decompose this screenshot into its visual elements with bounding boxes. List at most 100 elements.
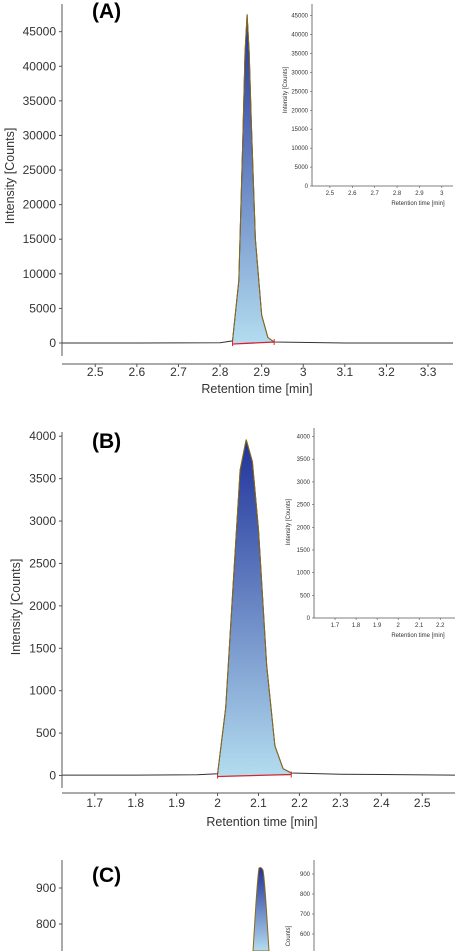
peak-outline	[232, 14, 275, 343]
inset-y-tick-label: 35000	[291, 51, 308, 57]
y-tick-label: 1500	[29, 641, 56, 655]
y-tick-label: 40000	[23, 59, 57, 73]
inset-y-tick-label: 2000	[297, 525, 311, 531]
x-tick-label: 1.9	[168, 796, 185, 810]
panel-a-series	[62, 14, 453, 347]
panel-b-y-axis-title: Intensity [Counts]	[9, 559, 23, 656]
inset-x-tick-label: 2.9	[415, 191, 424, 197]
inset-y-tick-label: 700	[300, 912, 311, 918]
inset-x-tick-label: 2	[397, 623, 401, 629]
panel-c-inset-y-ticks: 500600700800900	[300, 872, 314, 938]
y-tick-label: 20000	[23, 198, 57, 212]
panel-a-y-ticks: 0 5000 10000 15000 20000 25000 30000 35000 40000…	[23, 25, 62, 350]
y-tick-label: 0	[49, 336, 56, 350]
inset-y-tick-label: 2500	[297, 503, 311, 509]
x-tick-label: 2.4	[373, 796, 390, 810]
panel-b-inset-x-title: Retention time [min]	[391, 633, 445, 639]
panel-b-inset-x-ticks: 1.7 1.8 1.9 2 2.1 2.2	[331, 618, 445, 629]
inset-y-tick-label: 3500	[297, 457, 311, 463]
panel-a-inset-x-ticks: 2.5 2.6 2.7 2.8 2.9 3	[326, 186, 444, 197]
y-tick-label: 2500	[29, 556, 56, 570]
x-tick-label: 2.6	[129, 365, 146, 379]
panel-c-y-ticks: 800 900	[36, 881, 62, 931]
panel-a-x-ticks: 2.5 2.6 2.7 2.8 2.9 3 3.1 3.2 3.3	[87, 364, 437, 379]
inset-y-tick-label: 5000	[295, 165, 309, 171]
inset-x-tick-label: 2.5	[326, 191, 335, 197]
inset-y-tick-label: 30000	[291, 70, 308, 76]
inset-y-tick-label: 0	[305, 184, 309, 190]
x-tick-label: 2.8	[212, 365, 229, 379]
panel-b-inset-y-title: Intensity [Counts]	[286, 498, 292, 545]
y-tick-label: 500	[36, 726, 56, 740]
inset-y-tick-label: 3000	[297, 480, 311, 486]
y-tick-label: 4000	[29, 429, 56, 443]
panel-b-x-ticks: 1.7 1.8 1.9 2 2.1 2.2 2.3 2.4 2.5	[86, 793, 431, 810]
x-tick-label: 2.2	[291, 796, 308, 810]
panel-a-inset: 0 5000 10000 15000 20000 25000 30000 35000 40000…	[283, 4, 453, 207]
inset-y-tick-label: 1500	[297, 548, 311, 554]
inset-y-tick-label: 0	[307, 616, 311, 622]
y-tick-label: 10000	[23, 267, 57, 281]
inset-y-tick-label: 40000	[291, 33, 308, 39]
inset-y-tick-label: 25000	[291, 89, 308, 95]
y-tick-label: 900	[36, 881, 56, 895]
inset-y-tick-label: 500	[300, 593, 311, 599]
y-tick-label: 3000	[29, 514, 56, 528]
inset-y-tick-label: 600	[300, 932, 311, 938]
x-tick-label: 2.5	[87, 365, 104, 379]
x-tick-label: 3.1	[337, 365, 354, 379]
inset-y-tick-label: 20000	[291, 108, 308, 114]
inset-x-tick-label: 1.7	[331, 623, 340, 629]
y-tick-label: 15000	[23, 232, 57, 246]
panel-b-y-ticks: 0 500 1000 1500 2000 2500 3000 3500 4000	[29, 429, 62, 783]
y-tick-label: 3500	[29, 472, 56, 486]
inset-y-tick-label: 10000	[291, 146, 308, 152]
panel-c-peak	[252, 867, 270, 951]
inset-x-tick-label: 1.8	[352, 623, 361, 629]
panel-b-inset-y-ticks: 0 500 1000 1500 2000 2500 3000 3500 4000	[297, 435, 314, 622]
panel-b-series	[62, 439, 455, 779]
panel-a-inset-y-title: Intensity [Counts]	[283, 66, 289, 113]
inset-y-tick-label: 45000	[291, 14, 308, 20]
peak-outline	[217, 439, 292, 774]
panel-c-inset: 500600700800900 Counts]	[286, 860, 315, 951]
panel-b-x-axis-title: Retention time [min]	[206, 815, 317, 829]
y-tick-label: 1000	[29, 684, 56, 698]
inset-x-tick-label: 1.9	[373, 623, 382, 629]
x-tick-label: 2.3	[332, 796, 349, 810]
x-tick-label: 1.7	[86, 796, 103, 810]
inset-y-tick-label: 1000	[297, 571, 311, 577]
x-tick-label: 2	[214, 796, 221, 810]
panel-c-inset-y-title: Counts]	[286, 925, 292, 946]
panel-a: 0500010000150002000025000300003500040000…	[3, 0, 453, 396]
inset-x-tick-label: 2.2	[436, 623, 445, 629]
y-tick-label: 25000	[23, 163, 57, 177]
y-tick-label: 5000	[29, 301, 56, 315]
x-tick-label: 3.3	[420, 365, 437, 379]
y-tick-label: 0	[49, 769, 56, 783]
inset-y-tick-label: 4000	[297, 435, 311, 441]
x-tick-label: 2.7	[170, 365, 187, 379]
x-tick-label: 2.9	[253, 365, 270, 379]
inset-y-tick-label: 900	[300, 872, 311, 878]
x-tick-label: 1.8	[127, 796, 144, 810]
y-tick-label: 45000	[23, 25, 57, 39]
x-tick-label: 3	[300, 365, 307, 379]
inset-x-tick-label: 2.8	[393, 191, 402, 197]
x-tick-label: 2.1	[250, 796, 267, 810]
panel-a-inset-y-ticks: 0 5000 10000 15000 20000 25000 30000 35000 40000…	[291, 14, 312, 190]
y-tick-label: 35000	[23, 94, 57, 108]
panel-a-inset-x-title: Retention time [min]	[391, 201, 445, 207]
inset-x-tick-label: 2.1	[415, 623, 424, 629]
inset-x-tick-label: 2.6	[348, 191, 357, 197]
panel-a-label: (A)	[92, 0, 121, 23]
x-tick-label: 2.5	[414, 796, 431, 810]
inset-x-tick-label: 3	[440, 191, 444, 197]
y-tick-label: 30000	[23, 128, 57, 142]
integration-baseline	[217, 773, 292, 778]
inset-x-tick-label: 2.7	[370, 191, 379, 197]
